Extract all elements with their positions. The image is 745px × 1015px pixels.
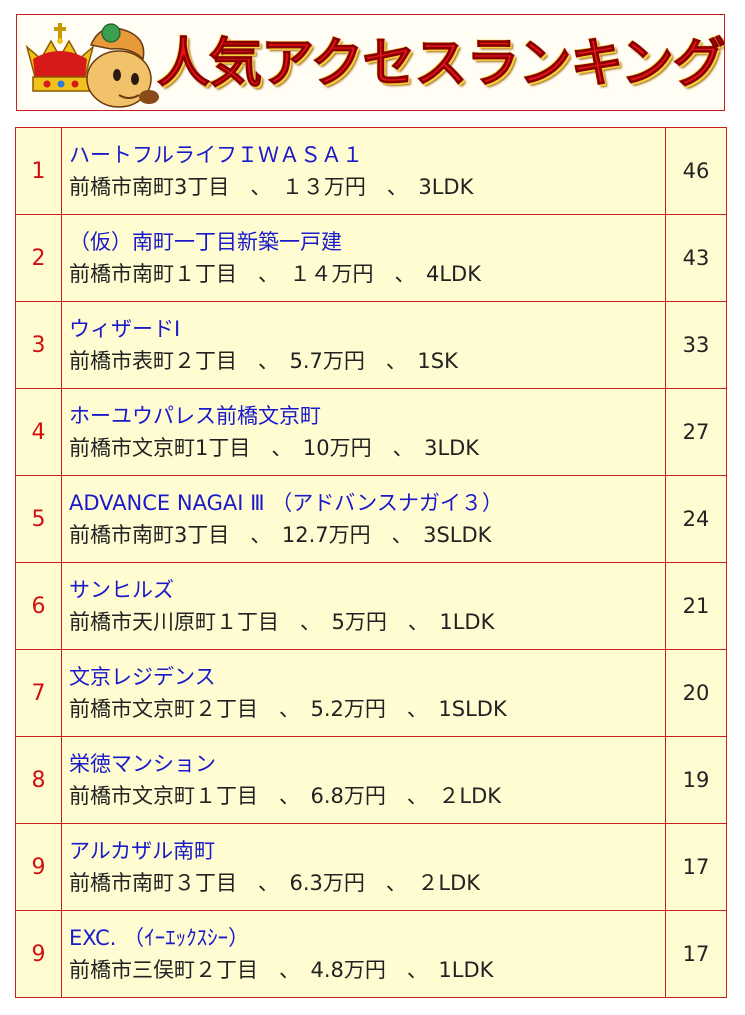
ranking-row: 5 ADVANCE NAGAI Ⅲ （アドバンスナガイ３） 前橋市南町3丁目 、 1… (15, 475, 727, 563)
access-count: 27 (665, 388, 727, 476)
ranking-row: 7 文京レジデンス 前橋市文京町２丁目 、 5.2万円 、 1SLDK 20 (15, 649, 727, 737)
property-name-link[interactable]: ADVANCE NAGAI Ⅲ （アドバンスナガイ３） (69, 491, 503, 515)
ranking-row: 8 栄徳マンション 前橋市文京町１丁目 、 6.8万円 、 ２LDK 19 (15, 736, 727, 824)
rank-number: 1 (15, 127, 62, 215)
property-cell: 文京レジデンス前橋市文京町２丁目 、 5.2万円 、 1SLDK (61, 649, 666, 737)
property-cell: 栄徳マンション前橋市文京町１丁目 、 6.8万円 、 ２LDK (61, 736, 666, 824)
property-cell: ADVANCE NAGAI Ⅲ （アドバンスナガイ３） 前橋市南町3丁目 、 12… (61, 475, 666, 563)
rank-number: 4 (15, 388, 62, 476)
property-name-link[interactable]: 栄徳マンション (69, 752, 216, 776)
property-name-link[interactable]: 文京レジデンス (69, 665, 216, 689)
property-name-link[interactable]: ホーユウパレス前橋文京町 (69, 404, 321, 428)
property-detail: 前橋市表町２丁目 、 5.7万円 、 1SK (69, 349, 458, 373)
ranking-row: 2 （仮）南町一丁目新築一戸建 前橋市南町１丁目 、 １４万円 、 4LDK 43 (15, 214, 727, 302)
property-detail: 前橋市南町3丁目 、 １３万円 、 3LDK (69, 175, 474, 199)
access-count: 17 (665, 823, 727, 911)
ranking-row: 6 サンヒルズ 前橋市天川原町１丁目 、 5万円 、 1LDK 21 (15, 562, 727, 650)
ranking-row: 1 ハートフルライフＩＷＡＳＡ１ 前橋市南町3丁目 、 １３万円 、 3LDK 46 (15, 127, 727, 215)
ranking-row: 4 ホーユウパレス前橋文京町 前橋市文京町1丁目 、 10万円 、 3LDK 27 (15, 388, 727, 476)
access-count: 21 (665, 562, 727, 650)
property-detail: 前橋市文京町２丁目 、 5.2万円 、 1SLDK (69, 697, 507, 721)
property-name-link[interactable]: EXC. （ｲｰｴｯｸｽｼｰ） (69, 926, 250, 950)
access-count: 20 (665, 649, 727, 737)
access-count: 24 (665, 475, 727, 563)
access-count: 46 (665, 127, 727, 215)
property-detail: 前橋市南町３丁目 、 6.3万円 、 ２LDK (69, 871, 481, 895)
property-cell: アルカザル南町前橋市南町３丁目 、 6.3万円 、 ２LDK (61, 823, 666, 911)
property-name-link[interactable]: （仮）南町一丁目新築一戸建 (69, 230, 342, 254)
property-cell: EXC. （ｲｰｴｯｸｽｼｰ） 前橋市三俣町２丁目 、 4.8万円 、 1LDK (61, 910, 666, 998)
property-detail: 前橋市文京町１丁目 、 6.8万円 、 ２LDK (69, 784, 502, 808)
property-name-link[interactable]: ウィザードⅠ (69, 317, 181, 341)
property-cell: （仮）南町一丁目新築一戸建前橋市南町１丁目 、 １４万円 、 4LDK (61, 214, 666, 302)
property-detail: 前橋市文京町1丁目 、 10万円 、 3LDK (69, 436, 480, 460)
page-title: 人気アクセスランキング (157, 33, 725, 95)
access-count: 43 (665, 214, 727, 302)
ranking-row: 3 ウィザードⅠ 前橋市表町２丁目 、 5.7万円 、 1SK 33 (15, 301, 727, 389)
property-detail: 前橋市南町3丁目 、 12.7万円 、 3SLDK (69, 523, 492, 547)
property-cell: ホーユウパレス前橋文京町前橋市文京町1丁目 、 10万円 、 3LDK (61, 388, 666, 476)
property-cell: ハートフルライフＩＷＡＳＡ１ 前橋市南町3丁目 、 １３万円 、 3LDK (61, 127, 666, 215)
access-count: 33 (665, 301, 727, 389)
access-count: 19 (665, 736, 727, 824)
rank-number: 7 (15, 649, 62, 737)
ranking-row: 9 EXC. （ｲｰｴｯｸｽｼｰ） 前橋市三俣町２丁目 、 4.8万円 、 1LDK… (15, 910, 727, 998)
access-ranking-table: 1 ハートフルライフＩＷＡＳＡ１ 前橋市南町3丁目 、 １３万円 、 3LDK 46 2… (15, 127, 727, 998)
ranking-banner: 人気アクセスランキング (16, 14, 725, 111)
property-name-link[interactable]: アルカザル南町 (69, 839, 216, 863)
property-cell: サンヒルズ前橋市天川原町１丁目 、 5万円 、 1LDK (61, 562, 666, 650)
ranking-row: 9 アルカザル南町 前橋市南町３丁目 、 6.3万円 、 ２LDK 17 (15, 823, 727, 911)
rank-number: 9 (15, 910, 62, 998)
rank-number: 2 (15, 214, 62, 302)
property-detail: 前橋市三俣町２丁目 、 4.8万円 、 1LDK (69, 958, 494, 982)
crowned-horse-mascot-icon (25, 23, 159, 108)
property-cell: ウィザードⅠ 前橋市表町２丁目 、 5.7万円 、 1SK (61, 301, 666, 389)
property-name-link[interactable]: サンヒルズ (69, 578, 174, 602)
rank-number: 9 (15, 823, 62, 911)
rank-number: 3 (15, 301, 62, 389)
rank-number: 8 (15, 736, 62, 824)
property-name-link[interactable]: ハートフルライフＩＷＡＳＡ１ (69, 143, 363, 167)
property-detail: 前橋市天川原町１丁目 、 5万円 、 1LDK (69, 610, 495, 634)
access-count: 17 (665, 910, 727, 998)
rank-number: 6 (15, 562, 62, 650)
rank-number: 5 (15, 475, 62, 563)
property-detail: 前橋市南町１丁目 、 １４万円 、 4LDK (69, 262, 482, 286)
